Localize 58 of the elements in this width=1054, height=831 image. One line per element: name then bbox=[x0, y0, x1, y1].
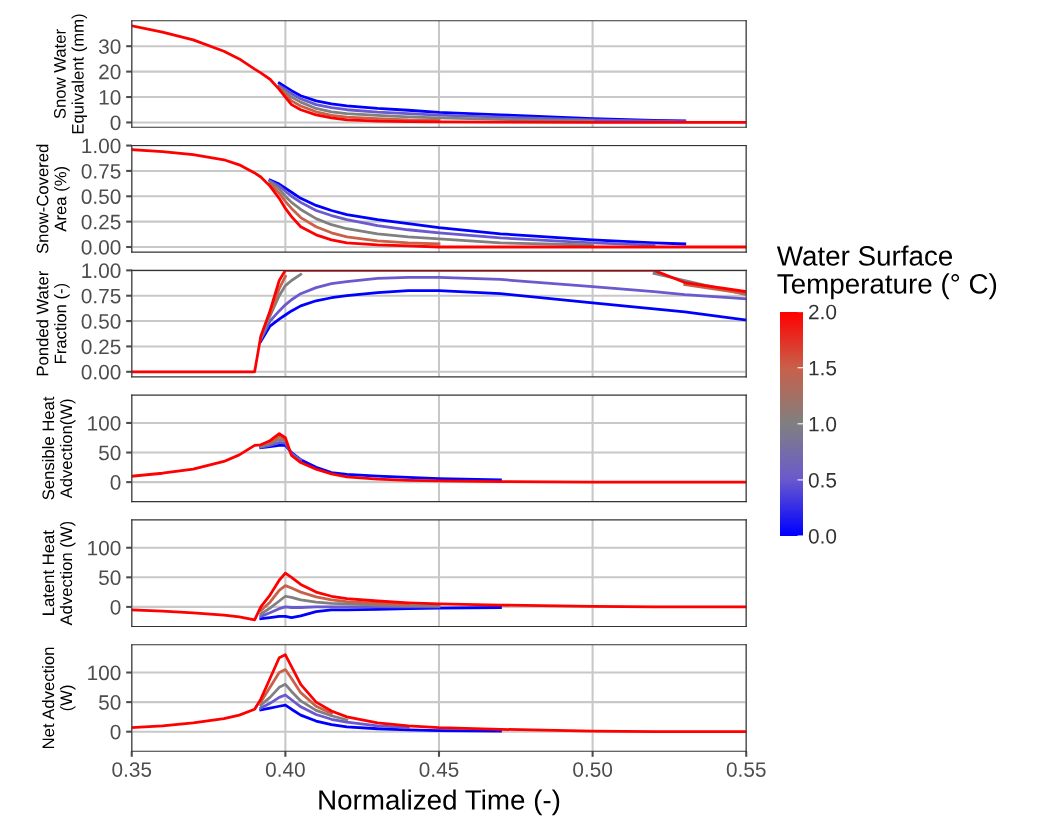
line-series bbox=[268, 182, 441, 246]
line-series bbox=[131, 270, 747, 374]
y-tick-label: 50 bbox=[99, 445, 121, 461]
x-tick-label: 0.40 bbox=[265, 762, 305, 777]
line-series bbox=[259, 703, 502, 733]
line-series bbox=[259, 682, 349, 722]
line-series bbox=[259, 289, 747, 343]
y-tick-label: 100 bbox=[88, 665, 121, 681]
y-tick-label: 0.00 bbox=[81, 240, 121, 255]
x-tick-label: 0.50 bbox=[573, 762, 613, 777]
y-tick-label: 1.00 bbox=[82, 138, 121, 154]
y-axis-title: Ponded Water Fraction (-) bbox=[36, 270, 70, 376]
line-series bbox=[259, 584, 410, 612]
y-tick-label: 0 bbox=[110, 475, 121, 490]
line-series bbox=[259, 594, 441, 616]
color-bar-label: 1.0 bbox=[809, 416, 837, 432]
y-axis-title: Net Advection (W) bbox=[41, 647, 76, 749]
y-tick-label: 0.50 bbox=[81, 314, 121, 329]
color-bar-label: 2.0 bbox=[809, 304, 837, 320]
line-series bbox=[131, 148, 747, 249]
y-tick-label: 1.00 bbox=[82, 263, 121, 279]
y-tick-label: 50 bbox=[99, 570, 121, 586]
y-tick-label: 0.50 bbox=[81, 189, 121, 205]
y-axis-title: Latent Heat Advection (W) bbox=[42, 521, 76, 626]
y-tick-label: 0.25 bbox=[81, 339, 121, 355]
y-tick-label: 0.75 bbox=[81, 163, 121, 179]
y-tick-label: 30 bbox=[98, 39, 121, 54]
y-tick-label: 0.00 bbox=[81, 364, 121, 380]
y-axis-title: Snow Water Equivalent (mm) bbox=[54, 14, 88, 134]
y-tick-label: 0 bbox=[110, 599, 121, 615]
x-axis-title: Normalized Time (-) bbox=[319, 789, 560, 816]
line-series bbox=[131, 24, 747, 124]
line-series bbox=[259, 606, 502, 621]
line-series bbox=[277, 85, 594, 123]
line-series bbox=[131, 653, 747, 734]
y-axis-title: Snow-Covered Area (%) bbox=[36, 144, 70, 254]
line-series bbox=[131, 571, 747, 622]
y-tick-label: 100 bbox=[88, 415, 121, 431]
x-tick-label: 0.35 bbox=[112, 762, 152, 777]
y-tick-label: 50 bbox=[99, 695, 121, 710]
y-tick-label: 0.25 bbox=[81, 214, 121, 230]
line-series bbox=[259, 668, 333, 715]
color-bar-title: Water Surface Temperature (° C) bbox=[776, 245, 997, 300]
y-tick-label: 0 bbox=[110, 115, 121, 131]
color-bar-label: 0.5 bbox=[808, 472, 837, 488]
line-series bbox=[268, 180, 594, 247]
y-tick-label: 10 bbox=[99, 90, 121, 105]
y-tick-label: 0 bbox=[110, 724, 121, 740]
y-tick-label: 20 bbox=[99, 64, 121, 80]
color-bar-label: 0.0 bbox=[808, 529, 837, 544]
x-tick-label: 0.55 bbox=[726, 762, 766, 777]
x-tick-label: 0.45 bbox=[419, 762, 459, 777]
y-axis-title: Sensible Heat Advection(W) bbox=[41, 396, 76, 500]
y-tick-label: 0.75 bbox=[81, 288, 121, 304]
y-tick-label: 100 bbox=[88, 540, 121, 556]
line-series bbox=[131, 432, 747, 484]
line-series bbox=[259, 693, 410, 729]
color-bar-label: 1.5 bbox=[809, 360, 837, 376]
